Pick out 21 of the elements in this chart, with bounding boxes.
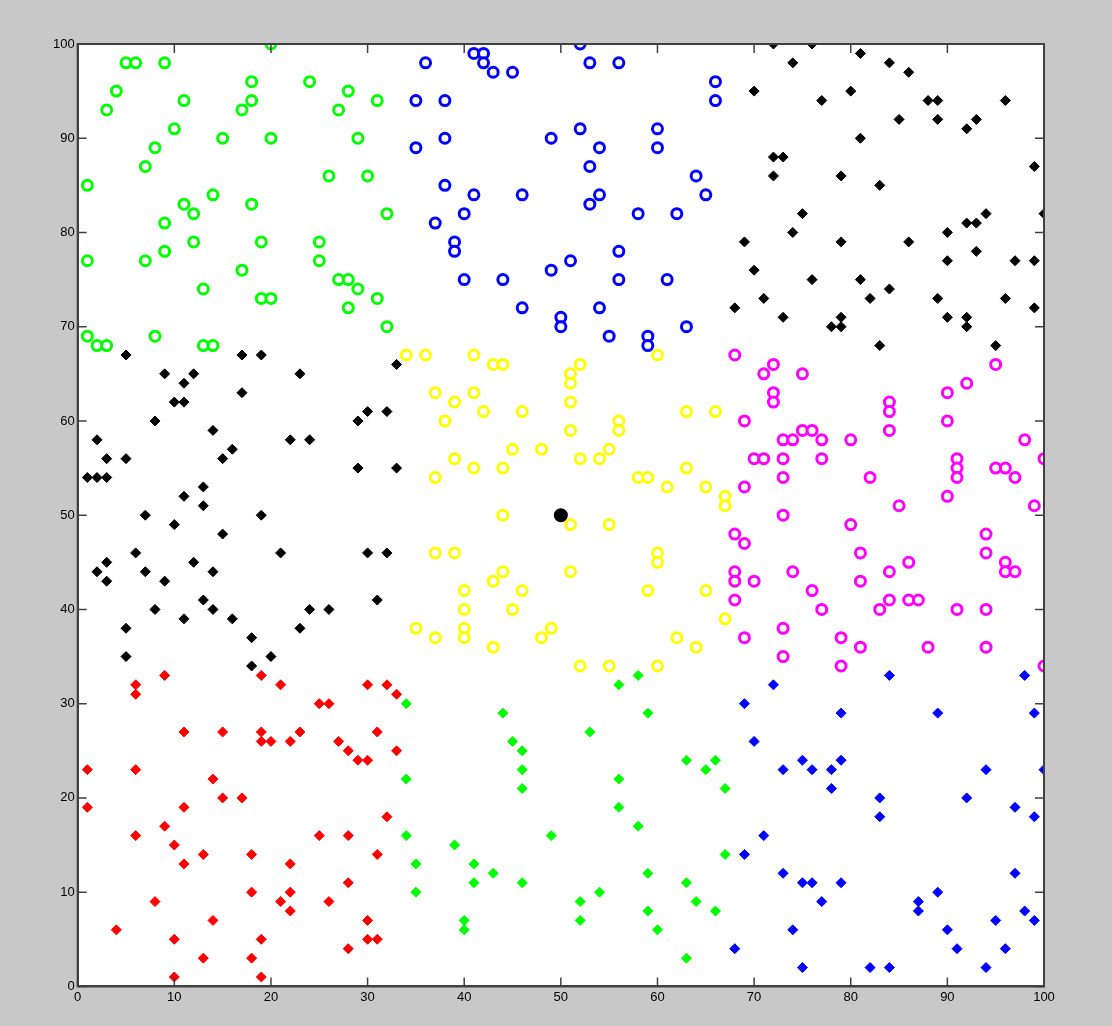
x-tick-label: 100 [1033,988,1055,1004]
x-tick-label: 70 [746,988,762,1004]
y-tick-label: 80 [60,224,75,240]
x-tick-label: 80 [843,988,858,1004]
x-tick-label: 50 [553,988,569,1004]
x-tick-label: 60 [650,988,665,1004]
x-tick-label: 30 [360,988,375,1004]
y-tick-label: 10 [60,883,75,899]
x-tick-label: 90 [940,988,955,1004]
x-tick-label: 10 [167,988,182,1004]
y-tick-label: 20 [60,789,75,805]
y-tick-label: 40 [60,601,75,617]
y-tick-label: 0 [67,977,75,993]
y-tick-label: 70 [60,318,75,334]
y-tick-label: 60 [60,412,75,428]
x-tick-label: 20 [263,988,279,1004]
y-tick-label: 100 [52,35,75,51]
y-tick-label: 90 [60,129,75,145]
y-tick-label: 30 [60,695,75,711]
x-tick-label: 40 [456,988,472,1004]
y-tick-label: 50 [60,506,75,522]
